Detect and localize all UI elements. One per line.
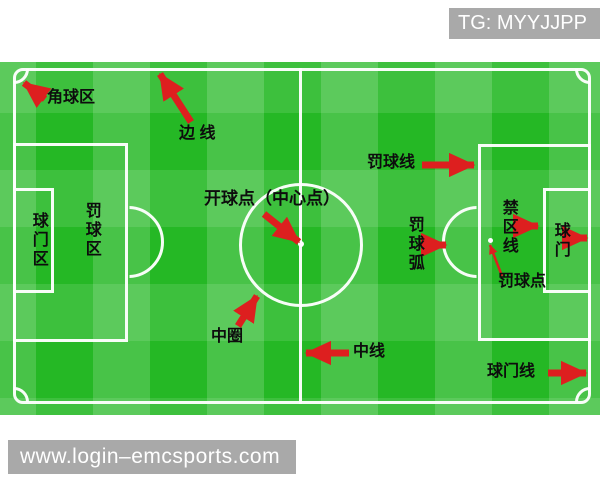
corner-arc-top-right bbox=[575, 69, 590, 84]
label-penalty-area: 罚球区 bbox=[82, 202, 100, 259]
football-pitch-diagram: 角球区 边 线 开球点（中心点） 球门区 罚球区 中圈 中线 罚球线 罚球弧 禁… bbox=[0, 62, 600, 415]
label-goal: 球门 bbox=[551, 222, 569, 260]
label-corner-area: 角球区 bbox=[47, 89, 96, 106]
center-circle-line bbox=[239, 183, 363, 307]
label-kickoff-point: 开球点（中心点） bbox=[204, 189, 340, 208]
penalty-spot-right bbox=[488, 238, 493, 243]
goal-area-right-box bbox=[543, 188, 591, 293]
label-center-line: 中线 bbox=[353, 343, 386, 360]
website-watermark-badge: www.login–emcsports.com bbox=[8, 440, 296, 474]
label-sideline: 边 线 bbox=[179, 125, 216, 142]
corner-arc-bottom-right bbox=[575, 387, 590, 402]
label-penalty-arc: 罚球弧 bbox=[405, 216, 423, 273]
label-penalty-line: 罚球线 bbox=[367, 154, 416, 171]
corner-arc-bottom-left bbox=[14, 387, 29, 402]
goal-area-left-box bbox=[13, 188, 54, 293]
corner-arc-top-left bbox=[14, 69, 29, 84]
label-goal-line: 球门线 bbox=[487, 363, 536, 380]
center-spot bbox=[298, 241, 304, 247]
website-watermark-text: www.login–emcsports.com bbox=[20, 445, 281, 468]
telegram-watermark-text: TG: MYYJJPP bbox=[458, 12, 587, 34]
label-penalty-spot: 罚球点 bbox=[498, 273, 547, 290]
label-center-circle: 中圈 bbox=[211, 328, 244, 345]
telegram-watermark-badge: TG: MYYJJPP bbox=[449, 8, 600, 39]
label-goal-area: 球门区 bbox=[29, 212, 47, 269]
label-restricted-area-line: 禁区线 bbox=[499, 199, 517, 256]
